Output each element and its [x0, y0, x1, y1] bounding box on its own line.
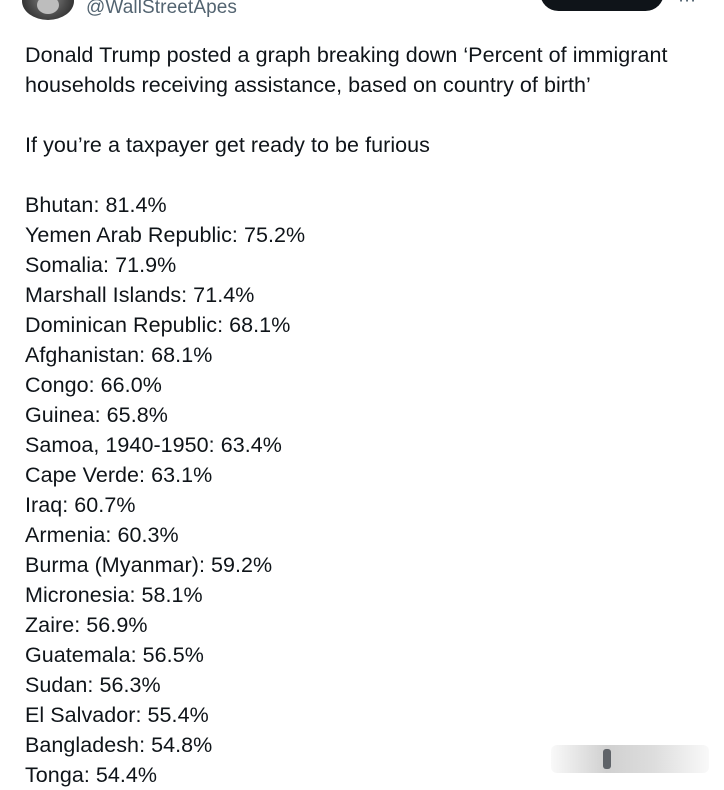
stat-line: Marshall Islands: 71.4% [25, 283, 255, 307]
stat-line: Zaire: 56.9% [25, 613, 148, 637]
tweet-text: Donald Trump posted a graph breaking dow… [25, 40, 695, 790]
stat-line: Dominican Republic: 68.1% [25, 313, 291, 337]
avatar-face [37, 0, 59, 14]
stat-line: Micronesia: 58.1% [25, 583, 203, 607]
avatar[interactable] [22, 0, 74, 20]
stat-list: Bhutan: 81.4% Yemen Arab Republic: 75.2%… [25, 190, 695, 790]
stat-line: Burma (Myanmar): 59.2% [25, 553, 273, 577]
stat-line: Sudan: 56.3% [25, 673, 161, 697]
stat-line: Congo: 66.0% [25, 373, 162, 397]
stat-line: Bhutan: 81.4% [25, 193, 167, 217]
watermark-bar-icon [603, 749, 611, 769]
stat-line: Yemen Arab Republic: 75.2% [25, 223, 306, 247]
tweet-paragraph: If you’re a taxpayer get ready to be fur… [25, 133, 430, 157]
stat-line: Somalia: 71.9% [25, 253, 177, 277]
stat-line: Samoa, 1940-1950: 63.4% [25, 433, 282, 457]
stat-line: Guatemala: 56.5% [25, 643, 204, 667]
paragraph-spacer [25, 160, 695, 190]
more-icon[interactable]: ⋯ [678, 0, 696, 10]
stat-line: Bangladesh: 54.8% [25, 733, 213, 757]
follow-button[interactable] [540, 0, 664, 11]
stat-line: Guinea: 65.8% [25, 403, 168, 427]
watermark-badge [551, 745, 709, 773]
tweet-header: @WallStreetApes ⋯ [0, 0, 724, 30]
stat-line: Tonga: 54.4% [25, 763, 158, 787]
stat-line: Iraq: 60.7% [25, 493, 136, 517]
stat-line: Afghanistan: 68.1% [25, 343, 213, 367]
paragraph-spacer [25, 100, 695, 130]
stat-line: Armenia: 60.3% [25, 523, 179, 547]
tweet-paragraph: Donald Trump posted a graph breaking dow… [25, 43, 668, 97]
stat-line: El Salvador: 55.4% [25, 703, 209, 727]
user-handle[interactable]: @WallStreetApes [86, 0, 238, 18]
stat-line: Cape Verde: 63.1% [25, 463, 213, 487]
